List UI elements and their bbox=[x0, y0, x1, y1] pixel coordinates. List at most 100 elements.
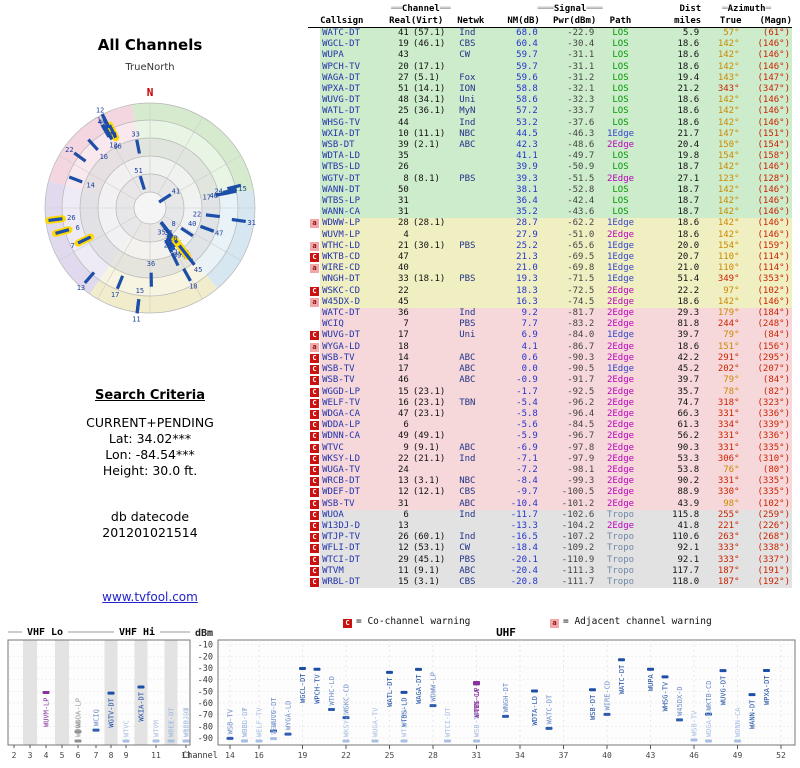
magnetic-azimuth-cell: (146°) bbox=[741, 207, 792, 219]
svg-text:WIRE-CD: WIRE-CD bbox=[604, 681, 612, 711]
svg-text:16: 16 bbox=[254, 751, 264, 760]
virtual-channel-cell: (14.1) bbox=[410, 84, 458, 96]
svg-text:47: 47 bbox=[215, 230, 223, 238]
callsign-cell: WTBS-LD bbox=[320, 162, 385, 174]
network-cell bbox=[457, 341, 496, 353]
svg-text:-40: -40 bbox=[198, 676, 213, 686]
network-cell bbox=[457, 252, 496, 264]
distance-cell: 41.8 bbox=[644, 520, 702, 533]
svg-text:WDTA-LD: WDTA-LD bbox=[531, 696, 539, 726]
virtual-channel-cell: (3.1) bbox=[410, 576, 458, 589]
radar-background bbox=[44, 102, 256, 314]
noise-margin-cell: -0.9 bbox=[495, 375, 540, 387]
flag-cell: C bbox=[308, 554, 321, 566]
callsign-cell: WKSY-LD bbox=[320, 453, 385, 465]
callsign-cell: WSB-TV bbox=[320, 375, 385, 387]
svg-text:9: 9 bbox=[124, 751, 129, 760]
svg-text:22: 22 bbox=[341, 751, 351, 760]
distance-cell: 61.3 bbox=[644, 420, 702, 432]
callsign-header: Callsign bbox=[320, 15, 385, 28]
co-channel-flag: C bbox=[310, 365, 319, 375]
vhf-lo-label: VHF Lo bbox=[27, 627, 63, 638]
magnetic-azimuth-cell: (82°) bbox=[741, 386, 792, 398]
path-cell: LOS bbox=[596, 207, 645, 219]
virtual-channel-cell: (11.1) bbox=[410, 128, 458, 141]
search-criteria: Search Criteria CURRENT+PENDING Lat: 34.… bbox=[30, 388, 270, 541]
power-cell: -109.2 bbox=[539, 543, 597, 555]
network-cell bbox=[457, 296, 496, 309]
network-cell bbox=[457, 520, 496, 533]
distance-cell: 18.6 bbox=[644, 218, 702, 230]
flag-cell: C bbox=[308, 330, 321, 342]
magnetic-azimuth-cell: (114°) bbox=[741, 252, 792, 264]
true-azimuth-cell: 306° bbox=[701, 453, 742, 465]
path-header: Path bbox=[596, 15, 645, 28]
table-row: WATC-DT 36 Ind 9.2 -81.7 2Edge 29.3 179° (184°) bbox=[308, 308, 792, 320]
magnetic-azimuth-cell: (248°) bbox=[741, 319, 792, 331]
noise-margin-cell: 6.9 bbox=[495, 330, 540, 342]
network-cell: ABC bbox=[457, 140, 496, 152]
svg-text:18: 18 bbox=[189, 283, 197, 291]
true-azimuth-cell: 255° bbox=[701, 509, 742, 521]
magnetic-azimuth-cell: (102°) bbox=[741, 285, 792, 297]
flag-cell bbox=[308, 319, 321, 331]
svg-text:-60: -60 bbox=[198, 699, 213, 709]
table-row: C WFLI-DT 12 (53.1) CW -18.4 -109.2 Tropo 92.1 33… bbox=[308, 543, 792, 555]
flag-cell bbox=[308, 106, 321, 118]
co-channel-flag: C bbox=[310, 577, 319, 587]
distance-cell: 39.7 bbox=[644, 330, 702, 342]
network-cell bbox=[457, 184, 496, 197]
table-row: C WELF-TV 16 (23.1) TBN -5.4 -96.2 2Edge 74.7 318… bbox=[308, 397, 792, 409]
search-criteria-heading: Search Criteria bbox=[95, 388, 205, 403]
real-channel-cell: 48 bbox=[384, 95, 411, 107]
table-row: WDTA-LD 35 41.1 -49.7 LOS 19.8 154° (158°) bbox=[308, 151, 792, 163]
magnetic-azimuth-cell: (146°) bbox=[741, 296, 792, 309]
power-cell: -100.5 bbox=[539, 487, 597, 499]
real-channel-cell: 15 bbox=[384, 576, 411, 589]
search-latitude: Lat: 34.02*** bbox=[108, 431, 192, 446]
co-channel-flag: C bbox=[310, 421, 319, 431]
network-cell bbox=[457, 386, 496, 398]
magnetic-azimuth-cell: (207°) bbox=[741, 364, 792, 376]
co-channel-flag: C bbox=[310, 555, 319, 565]
power-cell: -52.8 bbox=[539, 184, 597, 197]
power-cell: -50.9 bbox=[539, 162, 597, 174]
svg-text:WTBS-LD: WTBS-LD bbox=[401, 697, 409, 727]
magnetic-azimuth-cell: (323°) bbox=[741, 397, 792, 409]
noise-margin-cell: 18.3 bbox=[495, 285, 540, 297]
path-cell: LOS bbox=[596, 117, 645, 129]
power-cell: -107.2 bbox=[539, 532, 597, 544]
magnetic-azimuth-cell: (335°) bbox=[741, 476, 792, 488]
table-row: C WUVG-DT 17 Uni 6.9 -84.0 1Edge 39.7 79° (84°) bbox=[308, 330, 792, 342]
svg-text:3: 3 bbox=[28, 751, 33, 760]
path-cell: 2Edge bbox=[596, 285, 645, 297]
flag-cell: C bbox=[308, 375, 321, 387]
network-cell bbox=[457, 229, 496, 241]
noise-margin-cell: 44.5 bbox=[495, 128, 540, 141]
path-cell: 2Edge bbox=[596, 296, 645, 309]
magnetic-azimuth-cell: (146°) bbox=[741, 39, 792, 51]
flag-cell: a bbox=[308, 296, 321, 309]
table-row: WTBS-LP 31 36.4 -42.4 LOS 18.7 142° (146°) bbox=[308, 196, 792, 208]
virtual-channel-cell bbox=[410, 151, 458, 163]
virtual-channel-cell: (34.1) bbox=[410, 95, 458, 107]
noise-margin-cell: 21.3 bbox=[495, 252, 540, 264]
magnetic-azimuth-cell: (84°) bbox=[741, 375, 792, 387]
svg-text:28: 28 bbox=[428, 751, 438, 760]
noise-margin-cell: 59.7 bbox=[495, 50, 540, 62]
table-row: WUPA 43 CW 59.7 -31.1 LOS 18.6 142° (146°) bbox=[308, 50, 792, 62]
tvfool-link[interactable]: www.tvfool.com bbox=[102, 590, 198, 604]
table-row: C WUOA 6 Ind -11.7 -102.6 Tropo 115.8 255° (259°) bbox=[308, 509, 792, 521]
svg-text:36: 36 bbox=[147, 260, 155, 268]
real-channel-cell: 22 bbox=[384, 453, 411, 465]
svg-text:WSB-TV: WSB-TV bbox=[473, 711, 481, 737]
noise-margin-cell: 68.0 bbox=[495, 27, 540, 40]
table-row: a WTHC-LD 21 (30.1) PBS 25.2 -65.6 1Edge 20.0 154… bbox=[308, 240, 792, 253]
flag-cell: C bbox=[308, 352, 321, 365]
distance-cell: 20.4 bbox=[644, 140, 702, 152]
flag-cell: C bbox=[308, 520, 321, 533]
real-channel-cell: 6 bbox=[384, 509, 411, 521]
flag-cell: C bbox=[308, 565, 321, 577]
noise-margin-cell: -20.4 bbox=[495, 565, 540, 577]
